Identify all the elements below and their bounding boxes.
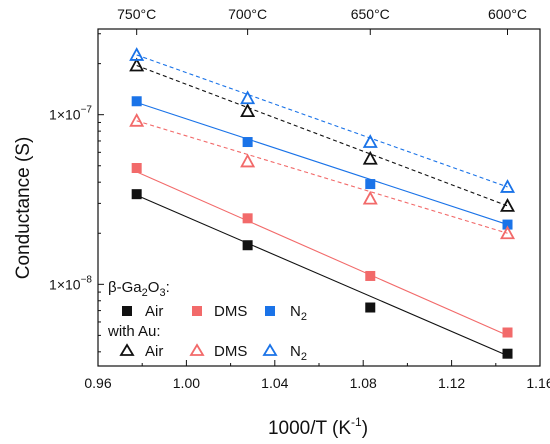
data-point--ga2o3-dms — [365, 270, 376, 281]
top-tick-label: 750°C — [117, 6, 156, 22]
fit-line--ga2o3-air — [136, 194, 508, 357]
data-point--ga2o3-n2 — [131, 96, 142, 107]
y-tick-label: 1×10−7 — [49, 105, 92, 123]
data-point-with-au-air — [240, 103, 256, 117]
data-point--ga2o3-air — [242, 240, 253, 251]
legend-marker-air-ga2o3 — [122, 306, 132, 316]
data-point-with-au-n2 — [499, 179, 516, 193]
legend-label-n2: N2 — [290, 303, 307, 323]
data-point-with-au-air — [362, 150, 378, 165]
legend-marker-n2-ga2o3 — [265, 306, 275, 316]
legend-label-air-au: Air — [145, 343, 163, 360]
data-point-with-au-dms — [129, 112, 145, 127]
legend-group1-title: β-Ga2O3: — [108, 279, 170, 299]
legend-marker-dms-au — [189, 343, 205, 356]
data-point-with-au-n2 — [129, 47, 145, 61]
fit-line-with-au-air — [136, 64, 508, 207]
x-axis-title: 1000/T (K-1) — [268, 415, 368, 439]
fit-line-with-au-n2 — [136, 54, 508, 188]
legend-label-n2-au: N2 — [290, 343, 307, 363]
data-point--ga2o3-n2 — [502, 219, 513, 230]
data-point--ga2o3-air — [502, 348, 513, 359]
data-point--ga2o3-n2 — [365, 179, 376, 190]
data-point-with-au-n2 — [240, 90, 256, 105]
legend-label-dms: DMS — [214, 303, 247, 320]
legend-marker-dms-ga2o3 — [192, 306, 202, 316]
legend-marker-air-au — [119, 343, 135, 356]
legend-marker-n2-au — [262, 343, 278, 356]
data-point-with-au-air — [129, 57, 145, 72]
data-point--ga2o3-air — [365, 302, 376, 313]
data-point-with-au-air — [499, 198, 516, 212]
x-axis-ticks: 0.96 1.00 1.04 1.08 1.12 1.16 — [84, 360, 550, 391]
fit-line--ga2o3-n2 — [136, 101, 508, 226]
top-axis-ticks: 750°C 700°C 650°C 600°C — [117, 6, 527, 35]
data-point--ga2o3-dms — [242, 213, 253, 224]
data-points — [129, 47, 516, 359]
x-tick-label: 1.12 — [438, 375, 465, 391]
x-tick-label: 0.96 — [84, 375, 111, 391]
legend-label-dms-au: DMS — [214, 343, 247, 360]
fit-lines — [136, 54, 508, 357]
legend-group2-title: with Au: — [107, 323, 161, 340]
x-tick-label: 1.16 — [526, 375, 550, 391]
data-point--ga2o3-dms — [502, 327, 513, 338]
data-point-with-au-dms — [362, 190, 378, 205]
plot-frame — [97, 28, 541, 367]
legend: β-Ga2O3: Air DMS N2 with Au: Air DMS N2 — [107, 279, 307, 363]
data-point-with-au-dms — [240, 153, 256, 168]
data-point-with-au-dms — [499, 225, 516, 240]
fit-line--ga2o3-dms — [136, 171, 508, 336]
y-axis-ticks: 1×10−8 1×10−7 — [49, 33, 104, 353]
y-axis-title: Conductance (S) — [13, 137, 34, 280]
data-point--ga2o3-n2 — [242, 137, 253, 148]
x-tick-label: 1.08 — [350, 375, 377, 391]
data-point-with-au-n2 — [362, 134, 378, 148]
top-tick-label: 600°C — [488, 6, 527, 22]
top-tick-label: 700°C — [228, 6, 267, 22]
y-tick-label: 1×10−8 — [49, 274, 92, 292]
top-tick-label: 650°C — [351, 6, 390, 22]
x-tick-label: 1.00 — [173, 375, 200, 391]
legend-label-air: Air — [145, 303, 163, 320]
data-point--ga2o3-air — [131, 189, 142, 200]
x-tick-label: 1.04 — [261, 375, 288, 391]
fit-line-with-au-dms — [136, 120, 508, 234]
data-point--ga2o3-dms — [131, 162, 142, 173]
